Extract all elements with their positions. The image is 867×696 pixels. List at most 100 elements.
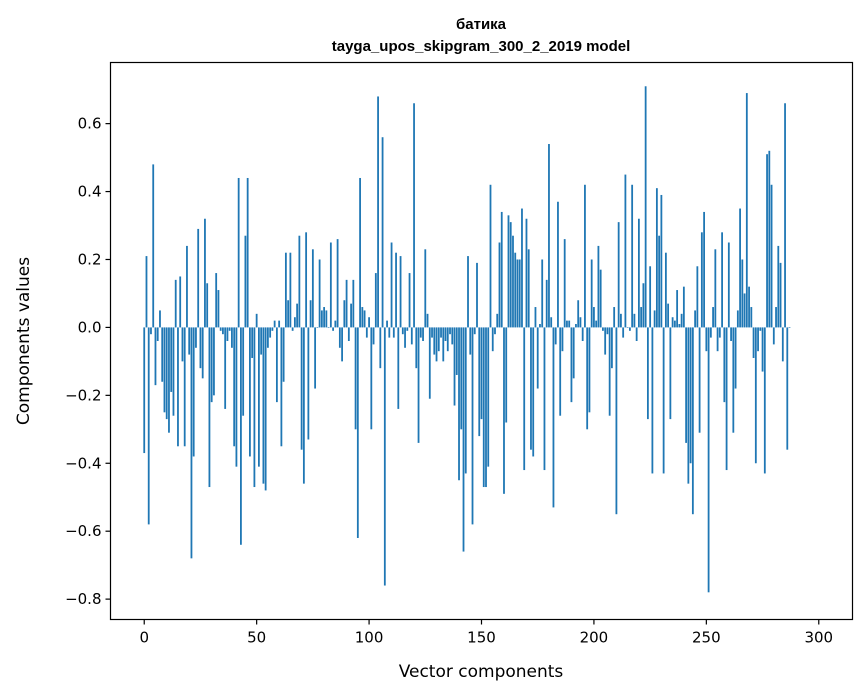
bar bbox=[491, 327, 494, 352]
x-tick-label: 200 bbox=[580, 629, 609, 647]
bar bbox=[505, 327, 508, 423]
bar bbox=[673, 320, 676, 328]
bar bbox=[644, 86, 647, 328]
bar bbox=[761, 327, 764, 372]
bar bbox=[183, 327, 186, 447]
bar bbox=[593, 307, 595, 328]
bar bbox=[678, 324, 681, 328]
bar bbox=[786, 327, 789, 450]
bar bbox=[208, 327, 211, 488]
bar bbox=[500, 211, 503, 328]
bar bbox=[595, 320, 598, 328]
x-tick-label: 0 bbox=[139, 629, 149, 647]
bar bbox=[568, 320, 571, 328]
y-axis-label: Components values bbox=[14, 257, 34, 425]
bar bbox=[329, 242, 332, 328]
bar bbox=[757, 327, 759, 352]
bar bbox=[660, 194, 663, 328]
y-tick-label: −0.8 bbox=[65, 590, 101, 608]
bar bbox=[388, 327, 391, 338]
bar bbox=[516, 259, 519, 328]
bar bbox=[775, 307, 777, 328]
bar bbox=[244, 235, 247, 328]
bar bbox=[687, 327, 690, 484]
bar bbox=[269, 327, 272, 338]
bar bbox=[219, 327, 222, 331]
bar bbox=[408, 273, 411, 328]
bar bbox=[323, 307, 326, 328]
bar bbox=[586, 327, 589, 430]
bar bbox=[622, 327, 625, 338]
bars-group bbox=[143, 86, 791, 593]
bar bbox=[759, 327, 762, 331]
bar bbox=[707, 327, 710, 593]
bar bbox=[383, 327, 386, 586]
bar bbox=[426, 313, 429, 328]
bar bbox=[280, 327, 283, 447]
bar bbox=[174, 279, 177, 328]
x-tick-label: 250 bbox=[692, 629, 721, 647]
bar bbox=[296, 303, 299, 328]
bar bbox=[311, 249, 314, 328]
bar bbox=[404, 327, 406, 348]
bar bbox=[613, 307, 616, 328]
bar bbox=[577, 300, 580, 328]
bar bbox=[307, 327, 310, 440]
x-tick-label: 100 bbox=[355, 629, 384, 647]
bar bbox=[397, 327, 400, 409]
bar bbox=[354, 327, 357, 430]
bar bbox=[624, 174, 627, 328]
bar bbox=[525, 218, 528, 328]
bar bbox=[455, 327, 458, 375]
bar bbox=[199, 327, 202, 369]
bar bbox=[179, 276, 182, 328]
bar bbox=[237, 177, 240, 328]
bar bbox=[318, 259, 321, 328]
bar bbox=[631, 184, 634, 328]
bar bbox=[476, 262, 478, 328]
bar bbox=[703, 211, 705, 328]
bar bbox=[721, 232, 723, 328]
bar bbox=[240, 327, 242, 545]
bar bbox=[545, 279, 548, 328]
bar bbox=[386, 320, 388, 328]
bar bbox=[752, 327, 755, 358]
bar bbox=[507, 215, 510, 328]
bar bbox=[640, 307, 643, 328]
bar bbox=[523, 327, 526, 471]
bar bbox=[163, 327, 166, 413]
bar bbox=[172, 327, 175, 416]
bar bbox=[392, 327, 395, 338]
bar bbox=[637, 218, 640, 328]
bar bbox=[188, 327, 191, 355]
bar bbox=[781, 327, 784, 362]
bar bbox=[597, 245, 600, 328]
bar bbox=[370, 327, 373, 430]
bar bbox=[262, 327, 265, 484]
bar bbox=[168, 327, 170, 433]
y-tick-label: 0.0 bbox=[78, 318, 102, 336]
bar bbox=[341, 327, 343, 362]
bar bbox=[258, 327, 260, 467]
bar bbox=[352, 279, 355, 328]
bar bbox=[464, 327, 467, 474]
bar bbox=[192, 327, 195, 457]
bar bbox=[696, 266, 699, 328]
bar bbox=[741, 259, 744, 328]
bar bbox=[563, 239, 566, 328]
bar bbox=[503, 327, 505, 494]
bar bbox=[750, 307, 753, 328]
bar bbox=[676, 290, 679, 328]
bar bbox=[498, 242, 501, 328]
bar bbox=[413, 103, 415, 328]
bar bbox=[336, 239, 339, 328]
bar bbox=[231, 327, 233, 348]
bar bbox=[228, 327, 231, 331]
bar bbox=[485, 327, 487, 488]
x-tick-label: 150 bbox=[467, 629, 496, 647]
bar bbox=[732, 327, 735, 433]
y-tick-label: −0.6 bbox=[65, 522, 101, 540]
bar bbox=[536, 327, 539, 389]
bar bbox=[779, 262, 782, 328]
